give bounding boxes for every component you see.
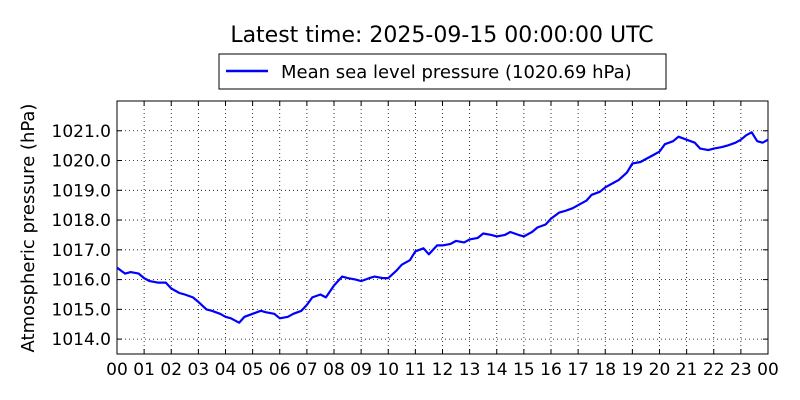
x-tick-label: 02 — [160, 360, 182, 380]
x-tick-label: 11 — [405, 360, 427, 380]
x-tick-label: 12 — [432, 360, 454, 380]
y-tick-label: 1020.0 — [52, 152, 111, 172]
legend-label: Mean sea level pressure (1020.69 hPa) — [281, 62, 632, 83]
x-axis-tick-labels: 00 01 02 03 04 05 06 07 08 09 10 11 12 13 14 15 16 17 18 19… — [106, 360, 779, 380]
chart-title: Latest time: 2025-09-15 00:00:00 UTC — [230, 23, 653, 48]
x-tick-label: 01 — [133, 360, 155, 380]
y-tick-label: 1014.0 — [52, 330, 111, 350]
x-tick-label: 15 — [513, 360, 535, 380]
y-tick-label: 1017.0 — [52, 241, 111, 261]
x-tick-label: 10 — [377, 360, 399, 380]
x-tick-label: 05 — [242, 360, 264, 380]
x-tick-label: 00 — [757, 360, 779, 380]
x-tick-label: 09 — [350, 360, 372, 380]
x-tick-label: 08 — [323, 360, 345, 380]
x-tick-label: 13 — [459, 360, 481, 380]
x-tick-label: 18 — [594, 360, 616, 380]
x-tick-label: 23 — [730, 360, 752, 380]
x-tick-label: 20 — [649, 360, 671, 380]
x-tick-label: 19 — [622, 360, 644, 380]
legend: Mean sea level pressure (1020.69 hPa) — [218, 53, 667, 90]
axis-ticks — [116, 101, 769, 354]
y-tick-label: 1021.0 — [52, 122, 111, 142]
gridlines — [116, 101, 769, 354]
y-axis-tick-labels: 1014.0 1015.0 1016.0 1017.0 1018.0 1019.0 1020… — [52, 122, 111, 350]
plot-area — [116, 100, 769, 355]
x-tick-label: 21 — [676, 360, 698, 380]
y-tick-label: 1015.0 — [52, 300, 111, 320]
x-tick-label: 22 — [703, 360, 725, 380]
x-tick-label: 00 — [106, 360, 128, 380]
x-tick-label: 06 — [269, 360, 291, 380]
y-axis-label: Atmospheric pressure (hPa) — [18, 104, 39, 353]
x-tick-label: 14 — [486, 360, 508, 380]
x-tick-label: 03 — [188, 360, 210, 380]
x-tick-label: 07 — [296, 360, 318, 380]
series-line-mslp — [116, 131, 769, 324]
legend-box — [218, 53, 667, 90]
x-tick-label: 04 — [215, 360, 237, 380]
x-tick-label: 17 — [567, 360, 589, 380]
x-tick-label: 16 — [540, 360, 562, 380]
y-tick-label: 1018.0 — [52, 211, 111, 231]
y-tick-label: 1016.0 — [52, 271, 111, 291]
y-tick-label: 1019.0 — [52, 181, 111, 201]
